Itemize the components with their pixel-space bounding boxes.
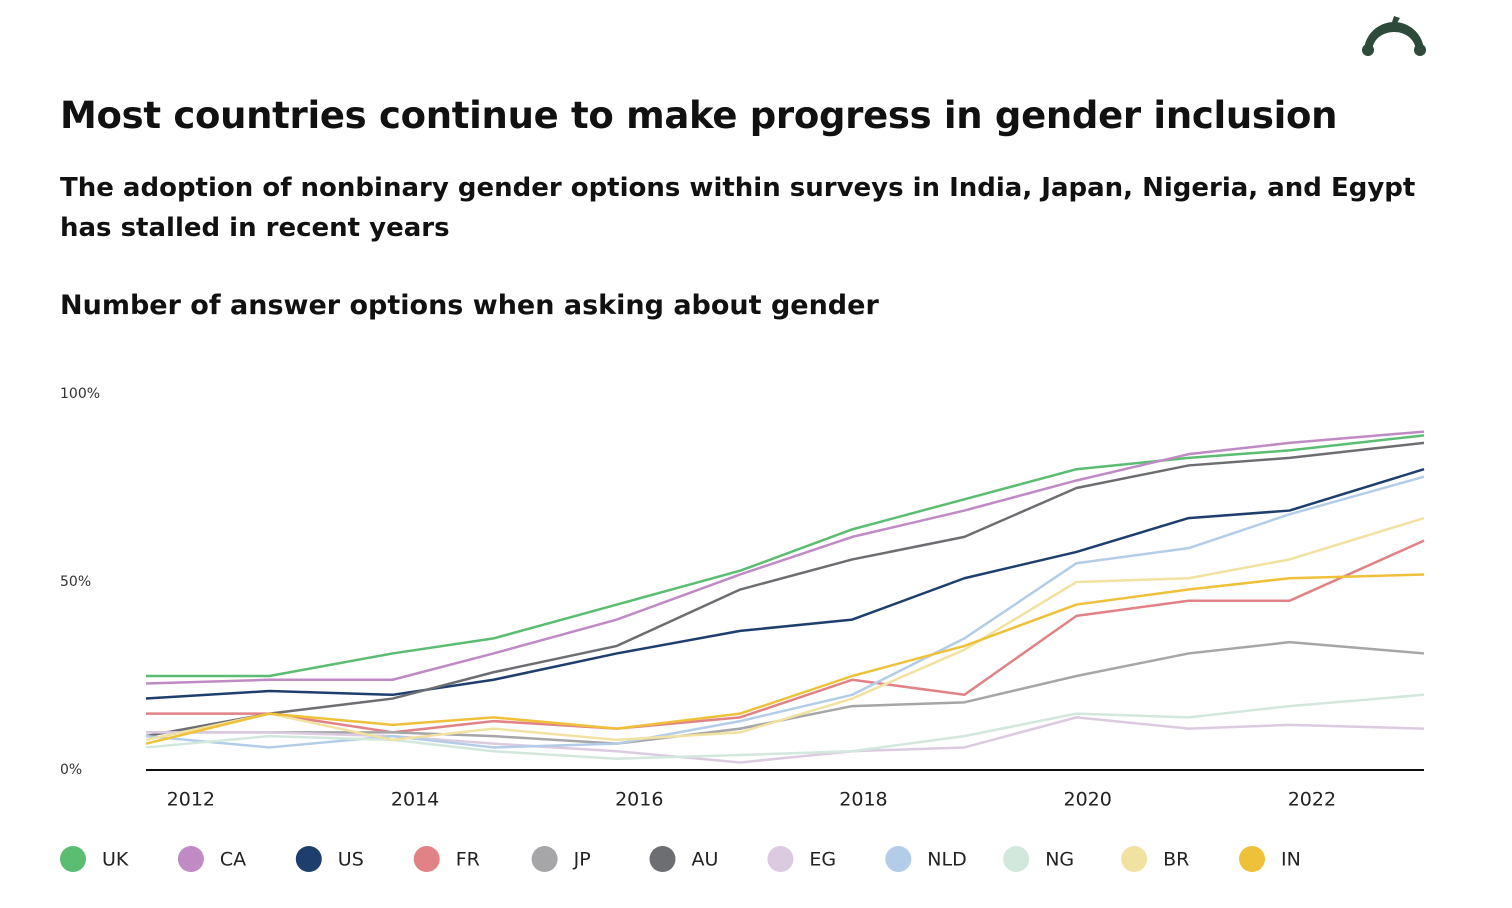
legend-label: IN	[1281, 849, 1301, 871]
series-line	[145, 441, 1425, 738]
legend-swatch	[1121, 846, 1148, 872]
x-tick-label: 2018	[839, 789, 887, 811]
y-tick-label: 0%	[60, 762, 82, 778]
legend-swatch	[295, 846, 322, 872]
series-line	[145, 516, 1425, 742]
legend-label: AU	[692, 849, 719, 871]
series-line	[145, 573, 1425, 745]
y-tick-label: 50%	[60, 574, 91, 590]
series-line	[145, 475, 1425, 749]
legend-label: CA	[220, 849, 246, 871]
legend-swatch	[531, 846, 558, 872]
legend-swatch	[885, 846, 912, 872]
legend-label: JP	[573, 849, 591, 871]
y-tick-label: 100%	[60, 386, 100, 402]
series-line	[145, 693, 1425, 760]
x-tick-label: 2012	[167, 789, 215, 811]
legend-swatch	[177, 846, 204, 872]
legend-swatch	[1239, 846, 1265, 872]
x-tick-label: 2022	[1288, 789, 1336, 811]
legend-swatch	[413, 846, 440, 872]
legend-label: NLD	[927, 849, 966, 871]
chart-title: Number of answer options when asking abo…	[60, 290, 879, 321]
series-line	[146, 434, 1425, 678]
x-tick-label: 2020	[1064, 789, 1112, 811]
subtitle: The adoption of nonbinary gender options…	[60, 173, 1416, 243]
legend-label: BR	[1163, 849, 1189, 871]
legend-label: US	[338, 849, 364, 871]
legend-swatch	[767, 846, 794, 872]
legend-label: UK	[102, 849, 129, 871]
series-line	[146, 640, 1425, 745]
legend-swatch	[649, 846, 676, 872]
x-tick-label: 2016	[615, 789, 663, 811]
x-tick-label: 2014	[391, 789, 439, 811]
series-line	[145, 430, 1425, 685]
title: Most countries continue to make progress…	[60, 94, 1338, 137]
series-line	[145, 468, 1425, 700]
legend-swatch	[60, 846, 86, 872]
legend-label: EG	[809, 849, 836, 871]
legend-swatch	[1003, 846, 1030, 872]
series-line	[146, 539, 1425, 734]
legend-label: NG	[1045, 849, 1074, 871]
legend-label: FR	[456, 849, 480, 871]
logo	[1362, 16, 1426, 56]
